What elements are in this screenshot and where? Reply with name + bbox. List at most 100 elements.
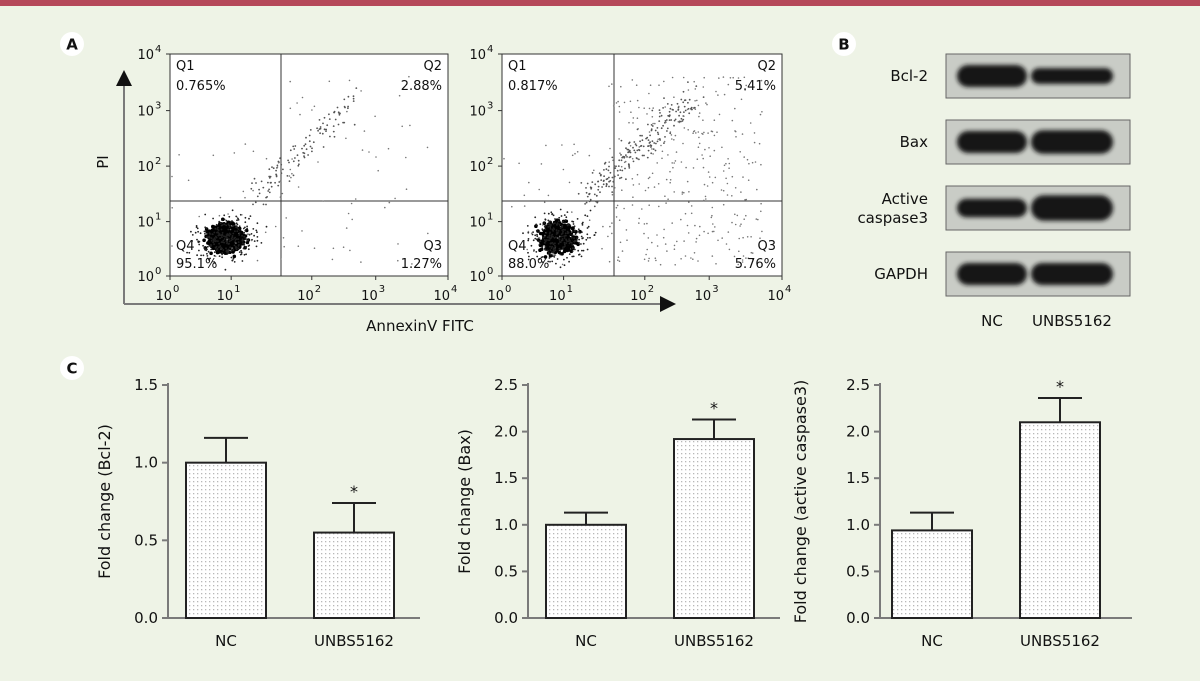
flow-event-dot: [609, 171, 612, 174]
flow-event-dot: [711, 181, 714, 184]
flow-event-dot: [631, 204, 634, 206]
flow-event-dot: [708, 147, 710, 149]
flow-event-dot: [625, 229, 628, 231]
flow-event-dot: [206, 245, 209, 248]
flow-event-dot: [605, 183, 608, 186]
flow-event-dot: [349, 249, 351, 252]
flow-event-dot: [585, 238, 588, 241]
flow-event-dot: [268, 188, 270, 191]
flow-event-dot: [658, 109, 661, 111]
flow-event-dot: [276, 166, 279, 168]
flow-event-dot: [571, 230, 574, 233]
flow-event-dot: [246, 233, 249, 235]
flow-event-dot: [620, 85, 622, 88]
flow-event-dot: [561, 144, 563, 146]
flow-event-dot: [285, 217, 288, 219]
flow-event-dot: [708, 176, 711, 178]
flow-event-dot: [526, 225, 529, 227]
flow-event-dot: [565, 234, 567, 237]
flow-event-dot: [710, 130, 713, 132]
flow-event-dot: [328, 113, 330, 116]
flow-x-tick-label: 10: [361, 289, 378, 304]
flow-event-dot: [187, 179, 190, 182]
bar-chart-3: 0.0 0.5 1.0 1.5 2.0 2.5 Fold change (active ca…: [791, 376, 1132, 650]
flow-event-dot: [219, 237, 222, 240]
flow-event-dot: [693, 252, 696, 254]
flow-event-dot: [756, 188, 758, 191]
flow-event-dot: [709, 155, 711, 157]
flow-event-dot: [348, 79, 351, 82]
flow-event-dot: [619, 177, 621, 180]
flow-event-dot: [252, 228, 255, 230]
flow-event-dot: [576, 218, 579, 220]
flow-event-dot: [334, 118, 337, 121]
flow-event-dot: [653, 186, 656, 188]
flow-event-dot: [511, 205, 513, 208]
flow-event-dot: [216, 231, 218, 234]
flow-event-dot: [250, 239, 253, 242]
flow-event-dot: [336, 106, 339, 109]
flow-event-dot: [611, 176, 614, 179]
flow-event-dot: [665, 202, 667, 204]
flow-event-dot: [294, 145, 297, 147]
flow-event-dot: [603, 162, 606, 165]
flow-event-dot: [280, 258, 282, 260]
flow-event-dot: [657, 183, 660, 185]
flow-event-dot: [275, 174, 278, 177]
flow-event-dot: [702, 157, 704, 160]
flow-event-dot: [551, 245, 553, 248]
flow-event-dot: [573, 230, 576, 232]
flow-event-dot: [667, 154, 669, 156]
flow-event-dot: [245, 253, 248, 256]
flow-event-dot: [639, 140, 641, 143]
flow-event-dot: [611, 83, 613, 85]
flow-event-dot: [597, 188, 600, 191]
bar-x-category-label: NC: [921, 632, 943, 650]
flow-event-dot: [743, 76, 746, 79]
flow-event-dot: [683, 111, 685, 113]
flow-event-dot: [226, 238, 228, 241]
flow-event-dot: [286, 175, 289, 177]
bar-y-tick-label: 0.0: [846, 609, 870, 627]
flow-event-dot: [688, 112, 691, 115]
flow-event-dot: [274, 225, 277, 228]
flow-event-dot: [221, 256, 224, 259]
flow-event-dot: [742, 176, 744, 178]
flow-event-dot: [614, 187, 616, 189]
flow-event-dot: [646, 248, 648, 251]
flow-event-dot: [726, 182, 729, 185]
flow-event-dot: [237, 228, 240, 231]
flow-event-dot: [586, 248, 589, 251]
flow-event-dot: [549, 223, 552, 226]
flow-event-dot: [212, 217, 215, 220]
flow-event-dot: [707, 132, 709, 134]
flow-event-dot: [218, 255, 221, 257]
flow-events: [503, 76, 763, 269]
flow-event-dot: [244, 229, 247, 232]
flow-y-tick-exponent: 3: [487, 101, 493, 112]
flow-event-dot: [621, 189, 623, 191]
flow-event-dot: [224, 268, 227, 271]
blot-band: [957, 65, 1027, 87]
flow-event-dot: [215, 240, 218, 242]
flow-event-dot: [408, 75, 410, 78]
flow-event-dot: [281, 192, 284, 195]
flow-event-dot: [670, 119, 673, 121]
flow-event-dot: [594, 231, 597, 234]
flow-event-dot: [617, 256, 620, 259]
flow-event-dot: [682, 118, 685, 121]
bar-y-tick-label: 2.0: [494, 423, 518, 441]
flow-event-dot: [593, 205, 596, 208]
flow-event-dot: [759, 113, 762, 116]
flow-event-dot: [551, 251, 554, 253]
flow-event-dot: [636, 99, 639, 102]
flow-event-dot: [623, 101, 626, 104]
flow-event-dot: [217, 226, 219, 229]
flow-event-dot: [561, 226, 563, 229]
flow-event-dot: [683, 127, 686, 129]
flow-event-dot: [225, 224, 228, 227]
flow-event-dot: [323, 128, 326, 131]
flow-event-dot: [728, 167, 730, 169]
flow-event-dot: [636, 173, 639, 176]
